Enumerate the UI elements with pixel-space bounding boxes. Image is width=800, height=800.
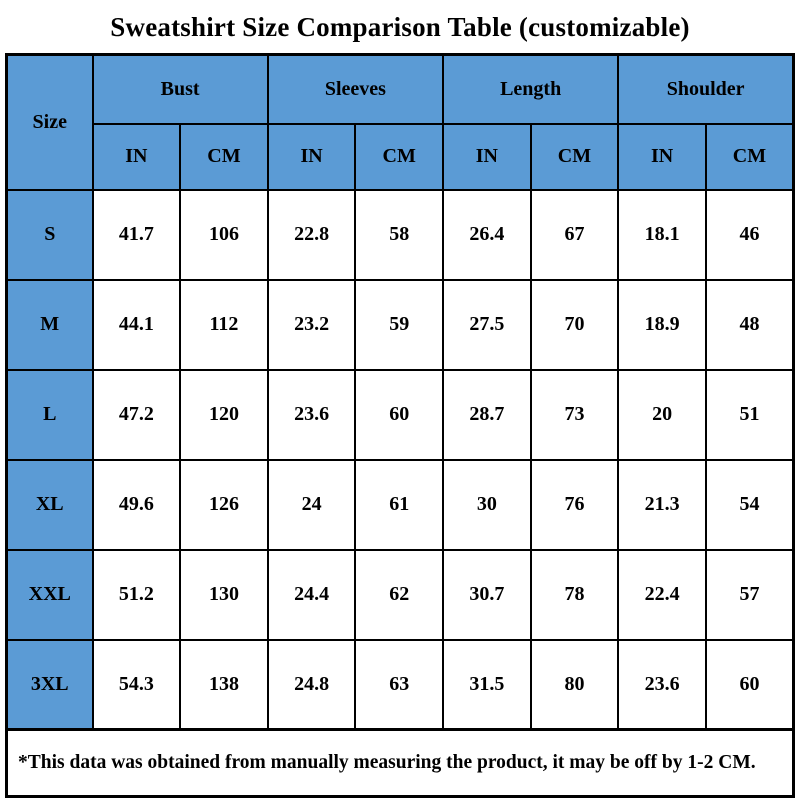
group-header-row: Size Bust Sleeves Length Shoulder [5,53,795,191]
unit-header-sleeves-cm: CM [354,122,444,191]
table-row-s: S 41.7 106 22.8 58 26.4 67 18.1 46 [5,188,795,281]
group-header-sleeves: Sleeves [266,53,445,125]
table-cell: 130 [179,548,269,641]
unit-header-bust-in: IN [91,122,182,191]
size-cell: L [5,368,94,461]
table-body: S 41.7 106 22.8 58 26.4 67 18.1 46 M 44.… [5,188,795,731]
size-cell: XXL [5,548,94,641]
table-cell: 27.5 [442,278,532,371]
table-cell: 44.1 [91,278,182,371]
table-cell: 112 [179,278,269,371]
table-cell: 58 [354,188,444,281]
table-cell: 60 [354,368,444,461]
table-row-m: M 44.1 112 23.2 59 27.5 70 18.9 48 [5,278,795,371]
unit-header-sleeves-in: IN [266,122,357,191]
footnote-row: *This data was obtained from manually me… [5,728,795,798]
unit-header-shoulder-cm: CM [704,122,795,191]
unit-header-row: IN CM IN CM IN CM IN CM [7,122,795,191]
table-cell: 59 [354,278,444,371]
table-cell: 78 [529,548,620,641]
table-cell: 21.3 [617,458,707,551]
table-row-3xl: 3XL 54.3 138 24.8 63 31.5 80 23.6 60 [5,638,795,731]
table-cell: 54 [704,458,795,551]
table-cell: 54.3 [91,638,182,731]
table-cell: 51.2 [91,548,182,641]
table-cell: 22.8 [266,188,357,281]
table-cell: 18.1 [617,188,707,281]
table-cell: 41.7 [91,188,182,281]
group-header-shoulder: Shoulder [617,53,795,125]
table-cell: 67 [529,188,620,281]
table-cell: 31.5 [442,638,532,731]
size-cell: XL [5,458,94,551]
table-cell: 51 [704,368,795,461]
table-cell: 106 [179,188,269,281]
group-header-length: Length [441,53,620,125]
group-header-bust: Bust [91,53,269,125]
table-row-l: L 47.2 120 23.6 60 28.7 73 20 51 [5,368,795,461]
unit-header-bust-cm: CM [179,122,269,191]
page-title: Sweatshirt Size Comparison Table (custom… [110,12,690,42]
unit-header-length-cm: CM [529,122,620,191]
table-cell: 30.7 [442,548,532,641]
size-cell: S [5,188,94,281]
table-cell: 126 [179,458,269,551]
size-cell: 3XL [5,638,94,731]
table-cell: 80 [529,638,620,731]
table-cell: 70 [529,278,620,371]
table-cell: 63 [354,638,444,731]
table-cell: 76 [529,458,620,551]
unit-header-shoulder-in: IN [617,122,707,191]
table-cell: 23.2 [266,278,357,371]
table-cell: 47.2 [91,368,182,461]
table-cell: 61 [354,458,444,551]
table-cell: 46 [704,188,795,281]
table-cell: 24.4 [266,548,357,641]
table-cell: 120 [179,368,269,461]
unit-header-length-in: IN [442,122,532,191]
table-cell: 28.7 [442,368,532,461]
table-cell: 48 [704,278,795,371]
size-comparison-table: Size Bust Sleeves Length Shoulder IN CM … [5,53,795,798]
table-cell: 138 [179,638,269,731]
table-cell: 22.4 [617,548,707,641]
table-cell: 49.6 [91,458,182,551]
table-cell: 30 [442,458,532,551]
table-cell: 26.4 [442,188,532,281]
table-cell: 18.9 [617,278,707,371]
table-cell: 23.6 [266,368,357,461]
table-cell: 73 [529,368,620,461]
size-column-header: Size [5,53,94,191]
size-cell: M [5,278,94,371]
table-cell: 24 [266,458,357,551]
table-cell: 23.6 [617,638,707,731]
table-cell: 62 [354,548,444,641]
table-row-xl: XL 49.6 126 24 61 30 76 21.3 54 [5,458,795,551]
table-header: Size Bust Sleeves Length Shoulder IN CM … [5,53,795,191]
table-cell: 20 [617,368,707,461]
footnote: *This data was obtained from manually me… [5,728,795,798]
table-cell: 57 [704,548,795,641]
table-cell: 60 [704,638,795,731]
table-footer: *This data was obtained from manually me… [5,728,795,798]
table-cell: 24.8 [266,638,357,731]
table-row-xxl: XXL 51.2 130 24.4 62 30.7 78 22.4 57 [5,548,795,641]
